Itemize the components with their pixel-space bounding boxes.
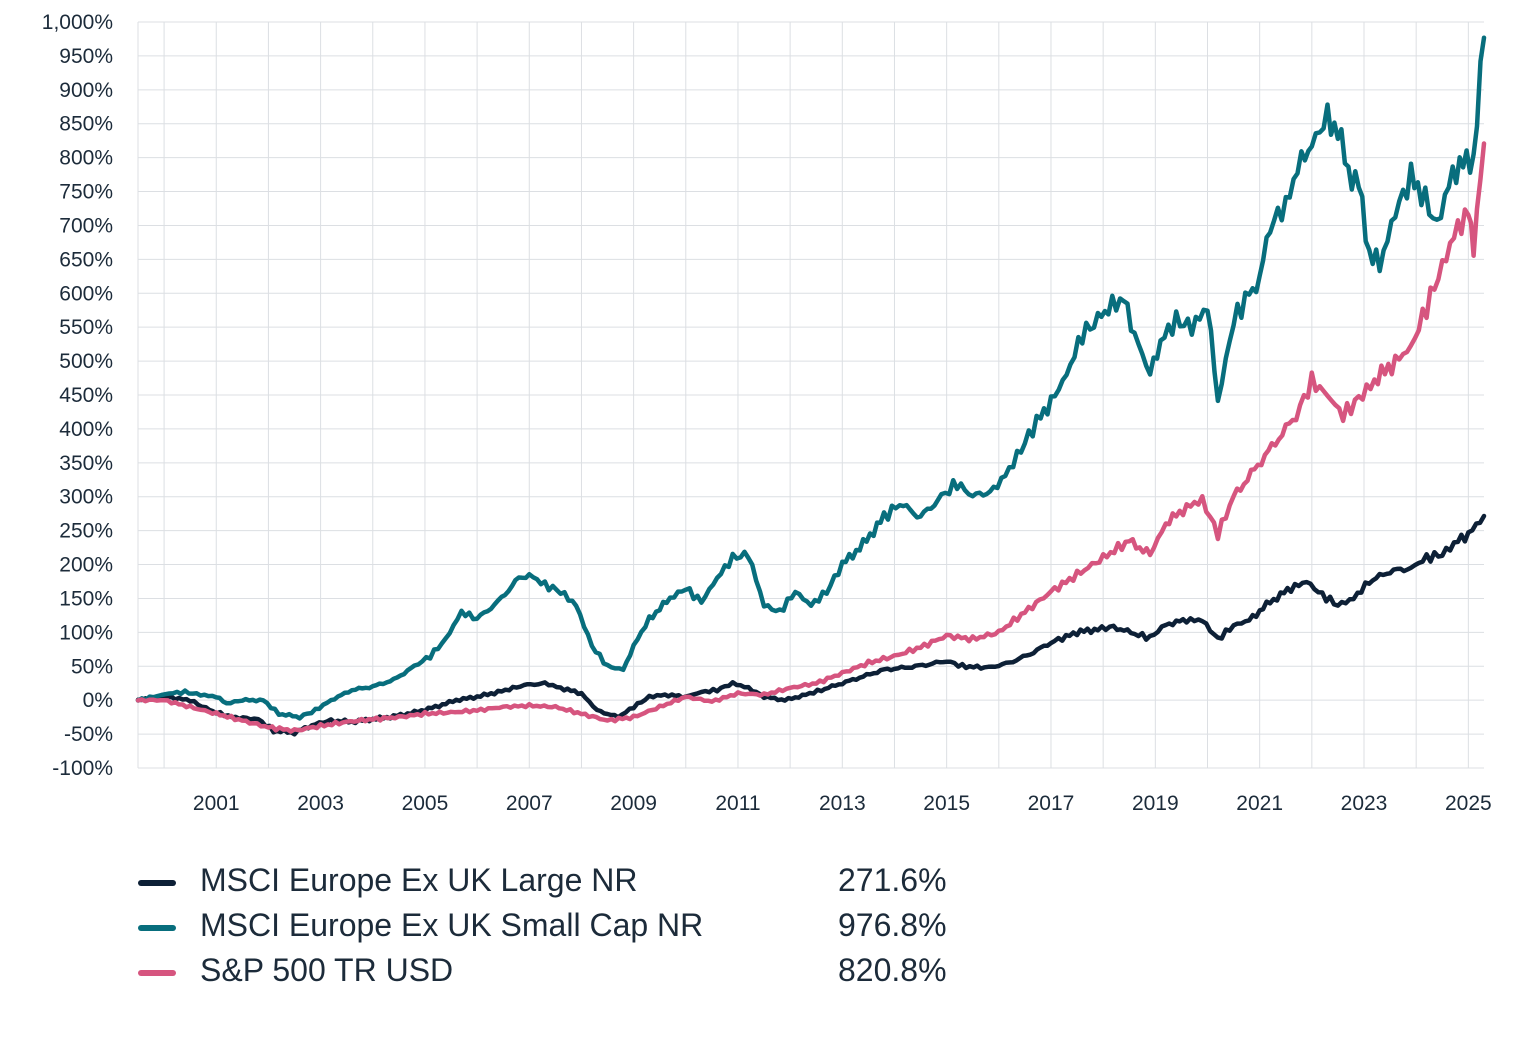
series-line-1 bbox=[135, 35, 1487, 721]
legend-value-small-cap: 976.8% bbox=[838, 907, 947, 943]
y-tick-label: 800% bbox=[59, 147, 113, 170]
x-axis-ticks: 2001 2003 2005 2007 2009 2011 2013 2015 2017 2019… bbox=[193, 792, 1492, 815]
x-tick-label: 2021 bbox=[1236, 792, 1283, 815]
y-tick-label: 100% bbox=[59, 621, 113, 644]
legend-value-large: 271.6% bbox=[838, 862, 947, 898]
x-tick-label: 2025 bbox=[1445, 792, 1492, 815]
x-tick-label: 2007 bbox=[506, 792, 553, 815]
legend-label-large: MSCI Europe Ex UK Large NR bbox=[200, 862, 638, 898]
x-tick-label: 2009 bbox=[610, 792, 657, 815]
y-tick-label: 750% bbox=[59, 181, 113, 204]
y-tick-label: 950% bbox=[59, 45, 113, 68]
legend-swatch-large bbox=[138, 880, 176, 886]
series-line-2 bbox=[135, 141, 1487, 734]
legend-value-sp500: 820.8% bbox=[838, 952, 947, 988]
y-tick-label: 1,000% bbox=[42, 11, 113, 34]
y-tick-label: 200% bbox=[59, 554, 113, 577]
x-tick-label: 2019 bbox=[1132, 792, 1179, 815]
horizontal-gridlines bbox=[138, 21, 1484, 769]
y-tick-label: 150% bbox=[59, 587, 113, 610]
x-tick-label: 2017 bbox=[1028, 792, 1075, 815]
x-tick-label: 2005 bbox=[402, 792, 449, 815]
y-tick-label: 250% bbox=[59, 520, 113, 543]
y-tick-label: 600% bbox=[59, 282, 113, 305]
y-tick-label: 700% bbox=[59, 214, 113, 237]
vertical-gridlines bbox=[137, 22, 1469, 768]
y-tick-label: 650% bbox=[59, 248, 113, 271]
x-tick-label: 2001 bbox=[193, 792, 240, 815]
y-tick-label: 0% bbox=[83, 689, 113, 712]
y-tick-label: 400% bbox=[59, 418, 113, 441]
x-tick-label: 2003 bbox=[297, 792, 344, 815]
series-line-0 bbox=[135, 513, 1487, 737]
y-tick-label: 450% bbox=[59, 384, 113, 407]
y-tick-label: 300% bbox=[59, 486, 113, 509]
x-tick-label: 2013 bbox=[819, 792, 866, 815]
y-tick-label: 50% bbox=[71, 655, 113, 678]
y-axis-ticks: 1,000% 950% 900% 850% 800% 750% 700% 650% 600% 55… bbox=[42, 11, 113, 780]
legend-swatch-sp500 bbox=[138, 970, 176, 976]
y-tick-label: 900% bbox=[59, 79, 113, 102]
x-tick-label: 2015 bbox=[923, 792, 970, 815]
x-tick-label: 2011 bbox=[715, 792, 760, 815]
y-tick-label: 550% bbox=[59, 316, 113, 339]
legend-label-small-cap: MSCI Europe Ex UK Small Cap NR bbox=[200, 907, 704, 943]
y-tick-label: 500% bbox=[59, 350, 113, 373]
y-tick-label: -50% bbox=[64, 723, 113, 746]
y-tick-label: -100% bbox=[52, 757, 113, 780]
legend-swatch-small-cap bbox=[138, 925, 176, 931]
legend-label-sp500: S&P 500 TR USD bbox=[200, 952, 454, 988]
series-lines bbox=[135, 35, 1487, 737]
x-tick-label: 2023 bbox=[1341, 792, 1388, 815]
y-tick-label: 350% bbox=[59, 452, 113, 475]
line-chart: 1,000% 950% 900% 850% 800% 750% 700% 650% 600% 55… bbox=[42, 11, 1492, 815]
y-tick-label: 850% bbox=[59, 113, 113, 136]
